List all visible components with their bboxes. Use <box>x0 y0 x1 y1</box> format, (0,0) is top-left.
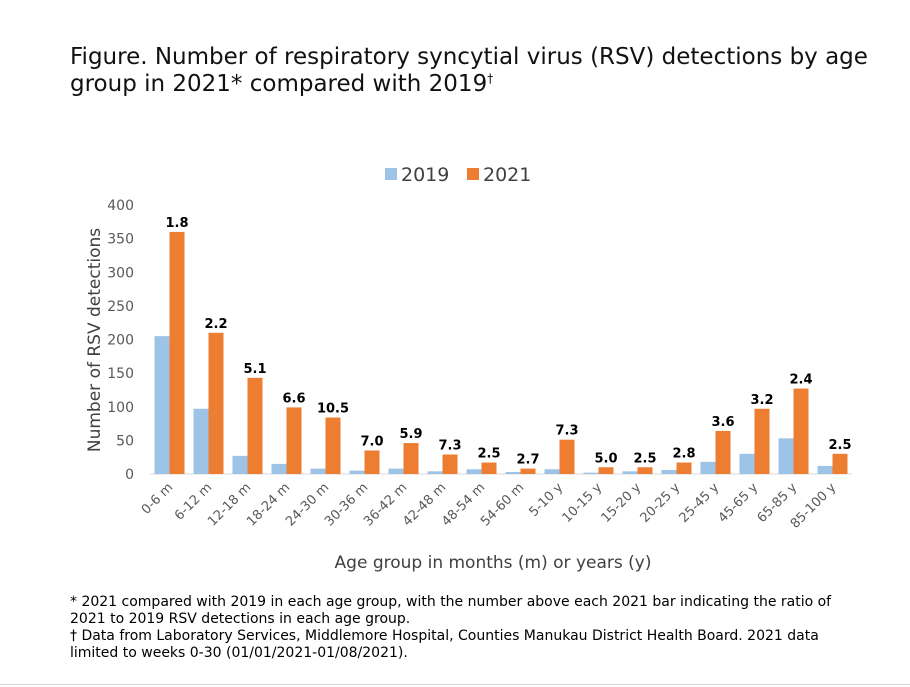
footnotes: * 2021 compared with 2019 in each age gr… <box>70 594 870 662</box>
bar-2019 <box>778 438 794 474</box>
data-label: 7.3 <box>555 424 578 439</box>
data-label: 1.8 <box>165 216 188 231</box>
x-tick-label: 45-65 y <box>716 480 762 526</box>
y-tick-label: 300 <box>107 265 134 281</box>
bar-2019 <box>583 472 599 474</box>
bar-2021 <box>247 377 263 474</box>
x-tick-label: 0-6 m <box>139 480 176 517</box>
bar-2019 <box>466 469 482 474</box>
x-tick-label: 20-25 y <box>638 480 684 526</box>
data-label: 10.5 <box>317 402 349 417</box>
x-tick-label: 54-60 m <box>478 480 527 529</box>
data-label: 7.3 <box>438 438 461 453</box>
bar-2021 <box>403 443 419 474</box>
bottom-divider <box>0 684 910 685</box>
bar-2021 <box>481 462 497 474</box>
bar-2021 <box>208 332 224 474</box>
data-label: 2.5 <box>633 451 656 466</box>
bar-2019 <box>193 408 209 474</box>
bar-2019 <box>232 455 248 474</box>
x-tick-label: 15-20 y <box>599 480 645 526</box>
bar-2021 <box>793 388 809 474</box>
bar-2019 <box>661 469 677 474</box>
bar-2021 <box>637 467 653 474</box>
bar-2021 <box>364 450 380 474</box>
legend-swatch-2021 <box>467 168 479 180</box>
y-tick-label: 150 <box>107 366 134 382</box>
data-label: 5.0 <box>594 451 617 466</box>
footnote-source: † Data from Laboratory Services, Middlem… <box>70 628 819 661</box>
bar-2021 <box>598 467 614 474</box>
bar-2019 <box>154 336 170 474</box>
bar-2019 <box>271 463 287 474</box>
data-label: 3.6 <box>711 415 734 430</box>
bar-2021 <box>169 231 185 474</box>
bar-2021 <box>442 454 458 474</box>
data-label: 7.0 <box>360 434 383 449</box>
bar-2019 <box>310 468 326 474</box>
y-axis-title: Number of RSV detections <box>85 228 105 452</box>
data-label: 5.1 <box>243 362 266 377</box>
bar-2019 <box>817 465 833 474</box>
legend-label-2021: 2021 <box>483 164 531 186</box>
title-dagger: † <box>487 71 494 86</box>
data-label: 2.2 <box>204 317 227 332</box>
y-tick-label: 0 <box>125 467 134 483</box>
bar-2019 <box>349 470 365 474</box>
bar-2021 <box>832 453 848 474</box>
x-axis-title: Age group in months (m) or years (y) <box>335 553 652 573</box>
figure-title-text: Figure. Number of respiratory syncytial … <box>70 44 868 97</box>
data-label: 2.4 <box>789 373 812 388</box>
data-label: 3.2 <box>750 393 773 408</box>
legend-label-2019: 2019 <box>401 164 449 186</box>
data-label: 2.7 <box>516 453 539 468</box>
bar-2021 <box>520 468 536 474</box>
y-tick-label: 250 <box>107 299 134 315</box>
y-tick-label: 200 <box>107 333 134 349</box>
footnote-ratio: * 2021 compared with 2019 in each age gr… <box>70 594 832 627</box>
bar-2019 <box>544 469 560 474</box>
bar-2019 <box>427 471 443 474</box>
data-label: 2.5 <box>828 438 851 453</box>
x-tick-label: 10-15 y <box>560 480 606 526</box>
data-label: 2.8 <box>672 447 695 462</box>
bar-2019 <box>700 461 716 474</box>
data-label: 5.9 <box>399 427 422 442</box>
legend-swatch-2019 <box>385 168 397 180</box>
y-tick-label: 50 <box>116 433 134 449</box>
x-tick-label: 25-45 y <box>677 480 723 526</box>
figure-title: Figure. Number of respiratory syncytial … <box>70 44 890 98</box>
bar-2021 <box>286 407 302 474</box>
bar-2019 <box>388 468 404 474</box>
bar-2019 <box>622 471 638 474</box>
y-tick-label: 400 <box>107 198 134 214</box>
bar-2021 <box>676 462 692 474</box>
data-label: 2.5 <box>477 447 500 462</box>
y-tick-label: 350 <box>107 232 134 248</box>
data-label: 6.6 <box>282 391 305 406</box>
y-tick-label: 100 <box>107 400 134 416</box>
bar-2021 <box>559 439 575 474</box>
bar-2021 <box>715 430 731 474</box>
bar-2021 <box>325 417 341 474</box>
bar-2021 <box>754 408 770 474</box>
bar-2019 <box>739 453 755 474</box>
bar-2019 <box>505 471 521 474</box>
